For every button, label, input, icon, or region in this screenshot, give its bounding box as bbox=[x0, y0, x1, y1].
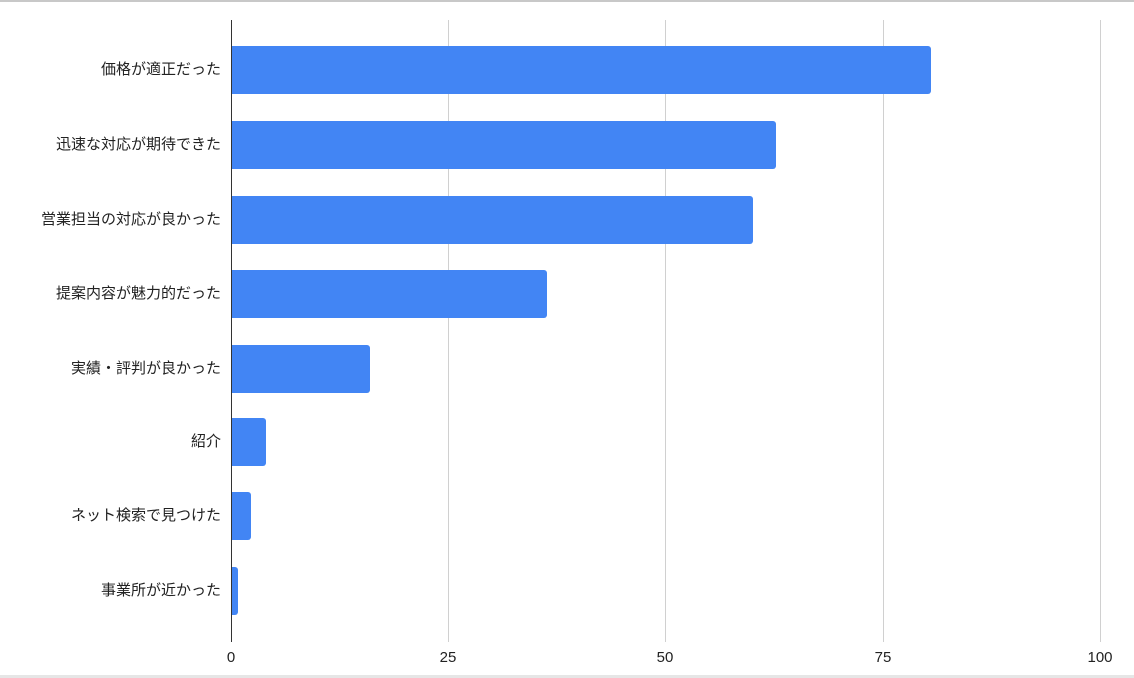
x-tick-label: 0 bbox=[226, 649, 236, 666]
bar[interactable] bbox=[232, 121, 776, 169]
category-label: 価格が適正だった bbox=[100, 61, 221, 78]
x-tick-label: 75 bbox=[874, 649, 892, 666]
bar[interactable] bbox=[232, 418, 266, 466]
bottom-border bbox=[0, 675, 1134, 678]
category-label: 事業所が近かった bbox=[100, 582, 221, 599]
gridline-75 bbox=[883, 20, 884, 642]
bar[interactable] bbox=[232, 567, 238, 615]
gridline-100 bbox=[1100, 20, 1101, 642]
bar[interactable] bbox=[232, 492, 251, 540]
gridline-50 bbox=[665, 20, 666, 642]
gridline-25 bbox=[448, 20, 449, 642]
category-label: ネット検索で見つけた bbox=[70, 507, 221, 524]
x-tick-label: 50 bbox=[656, 649, 674, 666]
category-label: 迅速な対応が期待できた bbox=[55, 136, 221, 153]
bar[interactable] bbox=[232, 345, 371, 393]
category-label: 提案内容が魅力的だった bbox=[55, 285, 221, 302]
bar[interactable] bbox=[232, 270, 548, 318]
category-label: 実績・評判が良かった bbox=[70, 360, 221, 377]
x-tick-label: 25 bbox=[439, 649, 457, 666]
top-border bbox=[0, 0, 1134, 2]
y-axis-line bbox=[231, 20, 232, 642]
bar[interactable] bbox=[232, 196, 754, 244]
category-label: 営業担当の対応が良かった bbox=[40, 211, 221, 228]
category-label: 紹介 bbox=[190, 433, 221, 450]
x-tick-label: 100 bbox=[1087, 649, 1113, 666]
bar[interactable] bbox=[232, 46, 931, 94]
